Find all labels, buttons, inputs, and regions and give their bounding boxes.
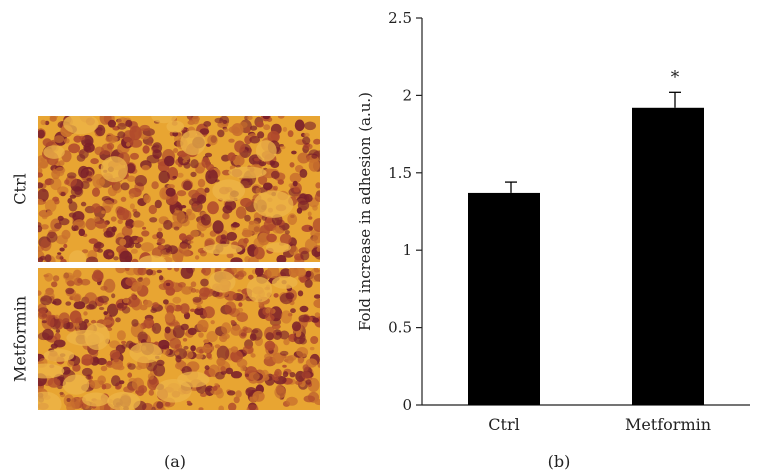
x-tick-label-metformin: Metformin [625,415,711,434]
panel-a: Ctrl Metformin (a) [0,0,340,475]
y-tick-label: 0 [402,396,412,414]
row-label-ctrl: Ctrl [10,173,30,205]
caption-a: (a) [163,452,187,471]
y-tick-label: 0.5 [388,319,412,337]
caption-b: (b) [547,452,571,471]
row-label-metformin: Metformin [10,295,30,383]
y-tick-label: 2 [402,86,412,104]
y-axis-label: Fold increase in adhesion (a.u.) [356,92,374,331]
micrograph-metformin [38,268,320,410]
x-tick-label-ctrl: Ctrl [488,415,519,434]
bar-metformin [632,107,704,405]
bar-ctrl [468,192,540,405]
significance-marker: * [671,67,680,87]
micrograph-ctrl [38,116,320,262]
y-tick-label: 2.5 [388,9,412,27]
y-tick-label: 1 [402,241,412,259]
bar-chart: 0 0.5 1 1.5 2 2.5 Fold increase in adhesion (a… [356,9,750,434]
y-tick-label: 1.5 [388,164,412,182]
panel-b: 0 0.5 1 1.5 2 2.5 Fold increase in adhesion (a… [340,0,768,475]
